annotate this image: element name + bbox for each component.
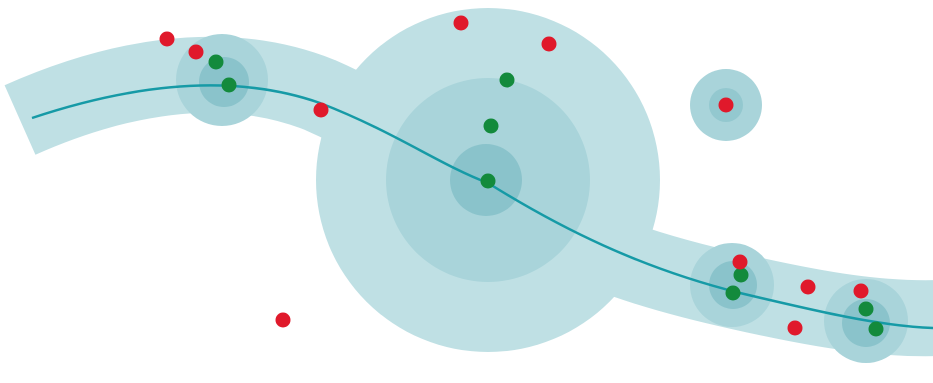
inlier-point: [221, 77, 237, 93]
inlier-point: [733, 267, 749, 283]
inlier-point: [483, 118, 499, 134]
inlier-point: [868, 321, 884, 337]
outlier-point: [718, 97, 734, 113]
outlier-point: [313, 102, 329, 118]
outlier-point: [800, 279, 816, 295]
inlier-point: [499, 72, 515, 88]
inlier-point: [480, 173, 496, 189]
outlier-point: [541, 36, 557, 52]
outlier-point: [732, 254, 748, 270]
outlier-point: [159, 31, 175, 47]
density-zone-right-1-core: [709, 261, 757, 309]
inlier-point: [208, 54, 224, 70]
inlier-point: [858, 301, 874, 317]
outlier-point: [453, 15, 469, 31]
outlier-point: [787, 320, 803, 336]
outlier-point: [275, 312, 291, 328]
inlier-point: [725, 285, 741, 301]
outlier-point: [188, 44, 204, 60]
outlier-points: [159, 15, 869, 336]
inlier-points: [208, 54, 884, 337]
outlier-point: [853, 283, 869, 299]
